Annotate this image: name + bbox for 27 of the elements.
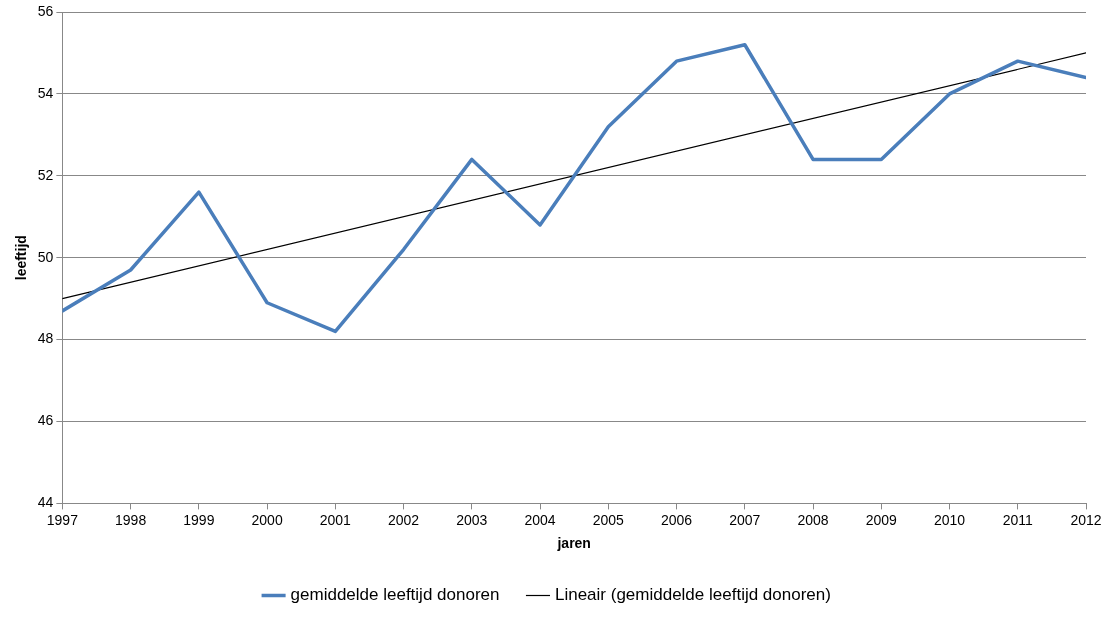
legend-label: gemiddelde leeftijd donoren: [290, 585, 500, 605]
x-tick-label: 2004: [524, 511, 556, 528]
x-tick-label: 2000: [251, 511, 283, 528]
x-tick-label: 2005: [592, 511, 625, 528]
x-tick-label: 2009: [865, 511, 898, 528]
y-tick-label: 50: [37, 248, 54, 265]
legend-label: Lineair (gemiddelde leeftijd donoren): [554, 585, 831, 605]
x-tick-label: 1999: [183, 511, 215, 528]
y-tick-label: 56: [37, 2, 54, 19]
x-tick-label: 2012: [1070, 511, 1102, 528]
x-axis-title: jaren: [556, 535, 591, 552]
x-tick-label: 2010: [933, 511, 966, 528]
x-tick-label: 2007: [729, 511, 761, 528]
y-tick-label: 44: [37, 494, 54, 511]
x-tick-label: 2008: [797, 511, 829, 528]
x-tick-label: 2011: [1002, 511, 1034, 528]
x-tick-label: 2002: [388, 511, 420, 528]
y-axis-title: leeftijd: [13, 235, 30, 281]
y-tick-label: 54: [37, 84, 54, 101]
y-tick-label: 46: [37, 412, 54, 429]
x-tick-label: 1997: [46, 511, 79, 528]
x-tick-label: 2006: [660, 511, 693, 528]
y-tick-label: 52: [37, 166, 54, 183]
x-tick-label: 1998: [115, 511, 147, 528]
x-tick-label: 2001: [319, 511, 352, 528]
x-tick-label: 2003: [456, 511, 488, 528]
y-tick-label: 48: [37, 330, 54, 347]
